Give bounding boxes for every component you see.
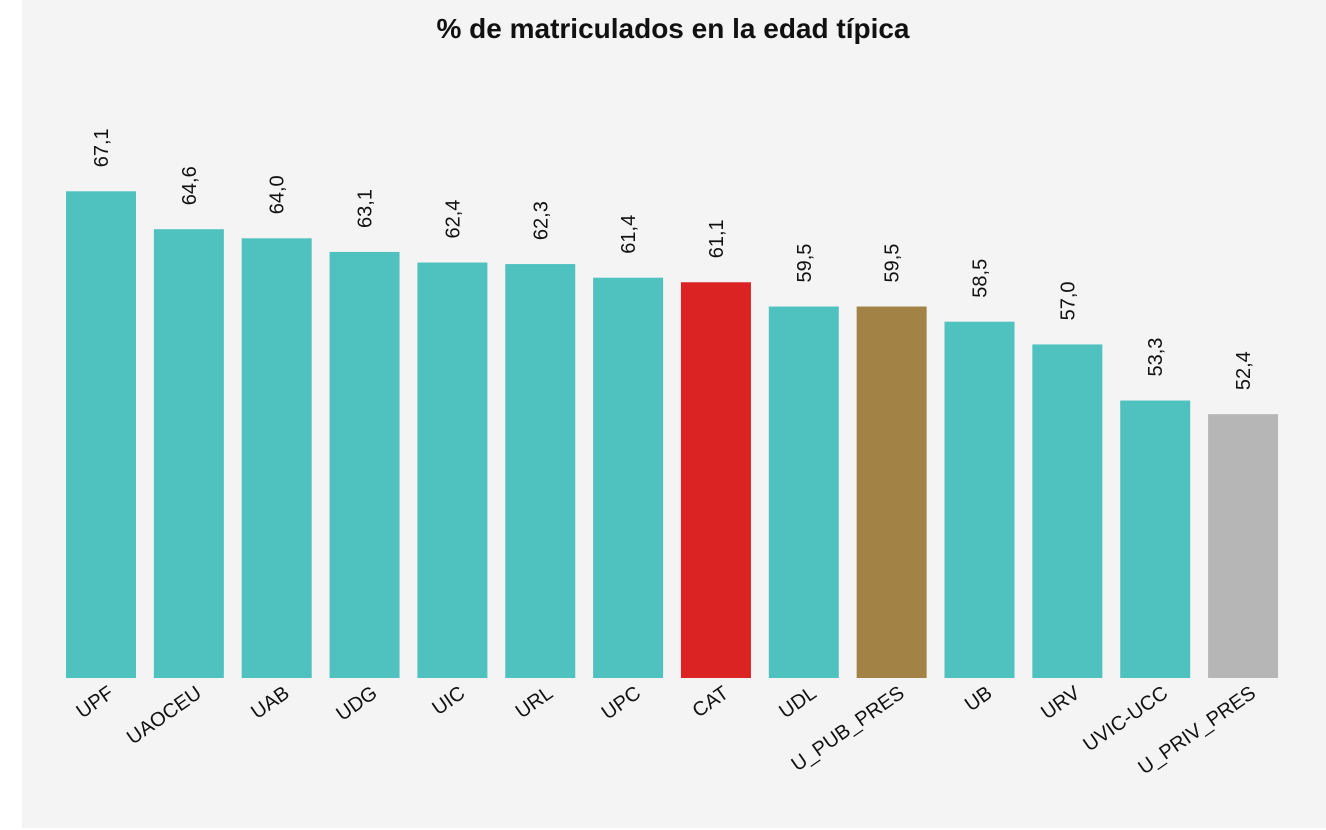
value-label: 64,6 <box>179 166 201 205</box>
bar <box>1120 400 1191 678</box>
value-label: 53,3 <box>1145 338 1167 377</box>
bar <box>505 264 576 678</box>
bar <box>944 321 1015 678</box>
chart-title: % de matriculados en la edad típica <box>436 13 909 44</box>
value-label: 58,5 <box>970 259 992 298</box>
value-label: 61,4 <box>618 215 640 254</box>
bar <box>593 277 664 678</box>
bar <box>1032 344 1103 678</box>
bar <box>153 229 224 678</box>
value-label: 64,0 <box>267 175 289 214</box>
value-label: 63,1 <box>355 189 377 228</box>
bar <box>768 306 839 678</box>
bar <box>680 282 751 678</box>
bar <box>417 262 488 678</box>
value-label: 62,4 <box>442 200 464 239</box>
panel <box>22 0 1326 828</box>
value-label: 59,5 <box>794 244 816 283</box>
value-label: 62,3 <box>530 201 552 240</box>
value-label: 52,4 <box>1233 351 1255 390</box>
bar <box>856 306 927 678</box>
bar <box>66 191 136 678</box>
value-label: 61,1 <box>706 219 728 258</box>
value-label: 57,0 <box>1057 281 1079 320</box>
bar <box>329 251 400 678</box>
bar <box>1208 414 1279 678</box>
value-label: 67,1 <box>91 128 113 167</box>
bar <box>241 238 312 678</box>
value-label: 59,5 <box>882 244 904 283</box>
